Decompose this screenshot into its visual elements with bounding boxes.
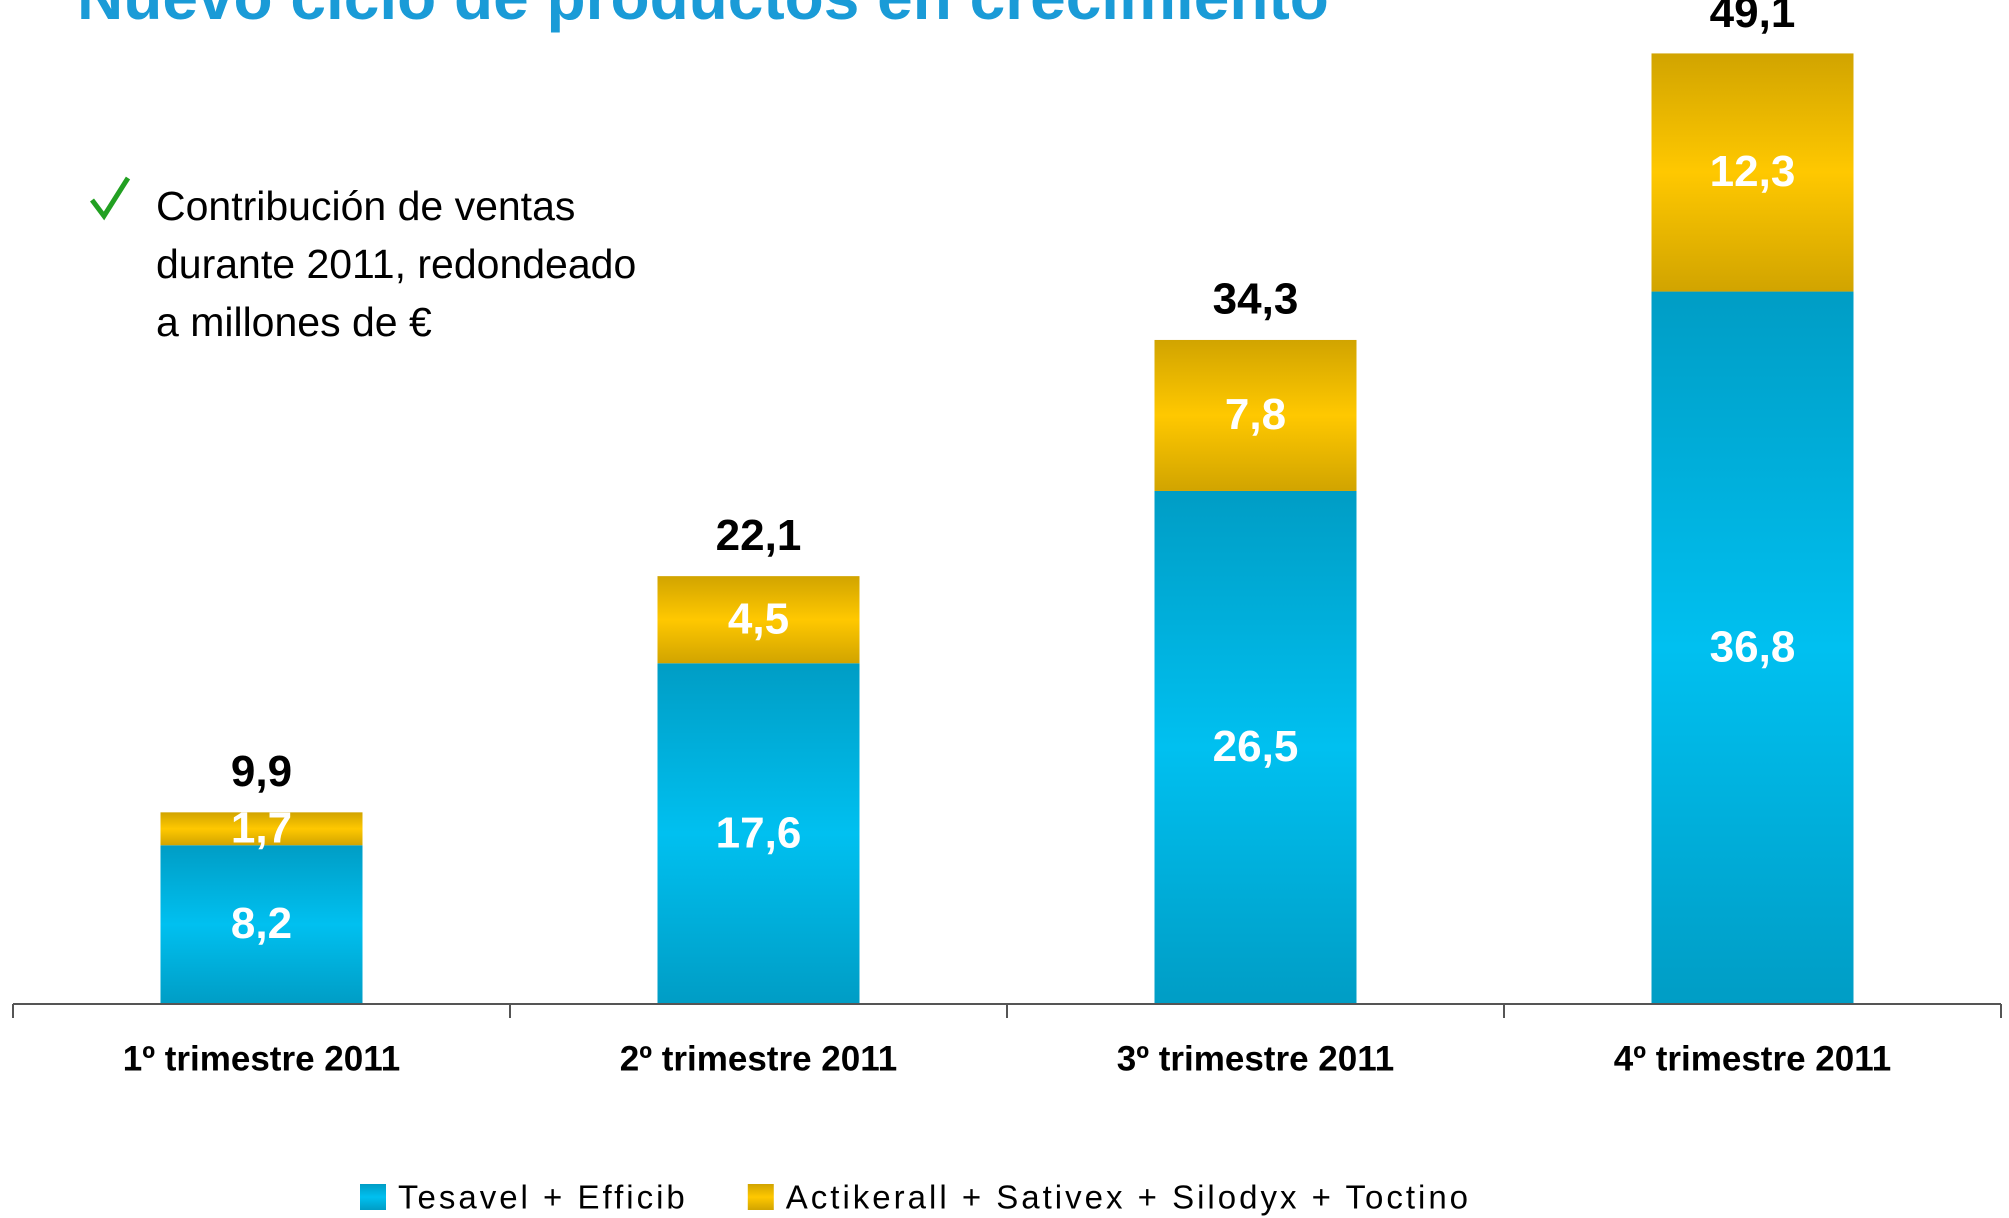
bar-segment xyxy=(1154,339,1357,491)
x-tick-label: 3º trimestre 2011 xyxy=(1117,1039,1394,1078)
segment-label: 17,6 xyxy=(716,808,802,857)
bar-segment xyxy=(657,663,860,1004)
legend-label: Actikerall + Sativex + Silodyx + Toctino xyxy=(786,1179,1471,1216)
bar-segment xyxy=(657,576,860,664)
note-line: Contribución de ventas xyxy=(156,183,575,229)
legend-swatch xyxy=(360,1184,386,1210)
bar-segment xyxy=(1651,291,1854,1004)
total-label: 34,3 xyxy=(1213,275,1299,324)
legend-swatch xyxy=(747,1184,774,1210)
note-line: durante 2011, redondeado xyxy=(156,241,636,287)
legend-label: Tesavel + Efficib xyxy=(398,1179,688,1216)
x-tick-label: 4º trimestre 2011 xyxy=(1614,1039,1891,1078)
segment-label: 36,8 xyxy=(1710,622,1796,671)
bar-segment xyxy=(160,845,363,1004)
total-label: 22,1 xyxy=(716,511,802,560)
segment-label: 8,2 xyxy=(231,899,292,948)
bar-segment xyxy=(160,812,363,846)
segment-label: 1,7 xyxy=(231,803,292,852)
total-label: 9,9 xyxy=(231,747,292,796)
segment-label: 12,3 xyxy=(1710,147,1796,196)
total-label: 49,1 xyxy=(1710,0,1796,37)
check-icon xyxy=(90,176,131,221)
segment-label: 7,8 xyxy=(1225,390,1286,439)
bar-segment xyxy=(1651,53,1854,292)
x-tick-label: 1º trimestre 2011 xyxy=(123,1039,400,1078)
x-tick-label: 2º trimestre 2011 xyxy=(620,1039,897,1078)
segment-label: 26,5 xyxy=(1213,722,1299,771)
bar-segment xyxy=(1154,490,1357,1005)
segment-label: 4,5 xyxy=(728,594,789,643)
page-title: Nuevo ciclo de productos en crecimiento xyxy=(77,0,1329,33)
note-line: a millones de € xyxy=(156,299,432,345)
